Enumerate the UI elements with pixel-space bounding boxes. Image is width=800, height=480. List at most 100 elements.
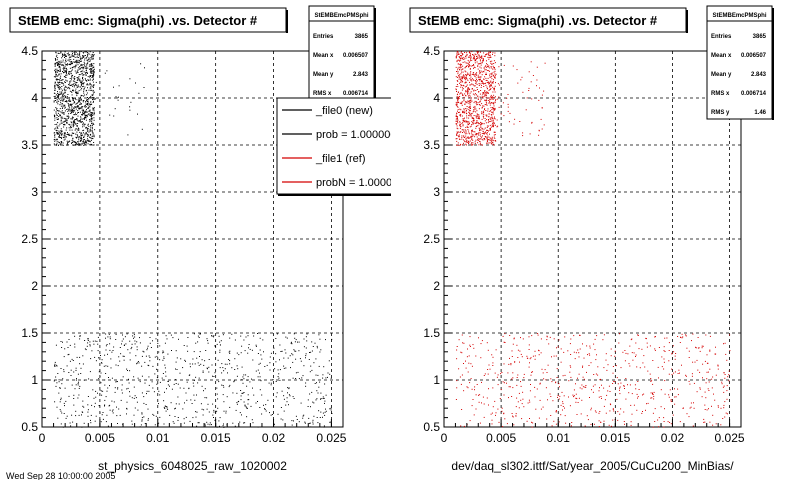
data-point [87,54,89,56]
data-point [275,381,277,382]
data-point [65,136,67,138]
data-point [114,391,116,393]
data-point [99,412,101,414]
data-point [66,64,68,66]
data-point [568,396,569,398]
data-point [603,334,605,336]
data-point [317,392,319,394]
data-point [469,52,471,54]
data-point [715,423,717,425]
data-point [156,368,157,370]
data-point [228,359,230,360]
data-point [54,117,56,119]
data-point [139,337,140,339]
data-point [456,52,458,54]
data-point [465,74,467,76]
data-point [89,129,91,131]
data-point [213,336,214,338]
data-point [465,66,467,68]
data-point [82,114,84,116]
stats-label: RMS x [711,91,730,97]
data-point [143,396,145,398]
data-point [92,114,94,116]
data-point [489,127,491,129]
data-point [473,67,474,69]
data-point [477,76,479,78]
data-point [72,89,74,91]
data-point [590,362,592,364]
data-point [136,349,138,351]
data-point [495,414,496,416]
data-point [229,337,231,339]
chart-title: StEMB emc: Sigma(phi) .vs. Detector # [18,13,258,28]
data-point [476,89,478,90]
data-point [55,112,57,114]
data-point [64,62,66,64]
data-point [75,83,77,85]
data-point [575,397,577,399]
data-point [594,349,596,351]
data-point [101,414,103,416]
data-point [485,77,487,79]
data-point [473,414,475,416]
data-point [93,108,95,110]
data-point [485,84,487,86]
data-point [156,377,158,379]
data-point [57,87,59,88]
data-point [537,334,539,336]
data-point [62,61,64,63]
data-point [166,406,168,408]
data-point [488,97,490,99]
data-point [63,104,65,106]
data-point [494,107,496,109]
y-tick-label: 4 [31,91,38,105]
data-point [76,134,78,136]
data-point [190,399,192,401]
data-point [465,91,467,93]
y-tick-label: 3.5 [423,138,440,152]
data-point [495,96,496,98]
data-point [537,333,539,334]
data-point [253,335,255,337]
data-point [476,74,477,76]
data-point [76,56,78,58]
data-point [509,112,511,114]
data-point [183,345,185,346]
data-point [76,103,78,104]
data-point [288,388,290,390]
data-point [93,66,95,68]
data-point [466,141,468,143]
y-tick-label: 1.5 [423,326,440,340]
data-point [463,108,465,110]
data-point [531,98,533,100]
x-axis: 0 0.005 0.01 0.015 0.02 0.025 [441,419,745,445]
data-point [483,117,484,119]
data-point [240,335,242,337]
data-point [488,130,489,132]
data-point [455,56,457,58]
data-point [79,121,81,123]
data-point [573,395,575,397]
data-point [614,350,616,352]
data-point [89,82,91,84]
data-point [327,372,329,374]
data-point [616,398,618,400]
data-point [551,381,553,383]
data-point [464,140,466,142]
data-point [492,119,494,121]
data-point [67,94,69,95]
data-point [100,421,102,423]
data-point [229,384,231,386]
data-point [82,76,84,78]
data-point [539,87,540,89]
data-point [481,96,483,98]
data-point [169,385,170,387]
data-point [296,419,298,420]
data-point [723,404,725,406]
data-point [614,355,616,357]
data-point [458,77,460,79]
data-point [126,401,128,403]
data-point [92,77,94,79]
data-point [54,119,56,121]
data-point [76,72,78,74]
